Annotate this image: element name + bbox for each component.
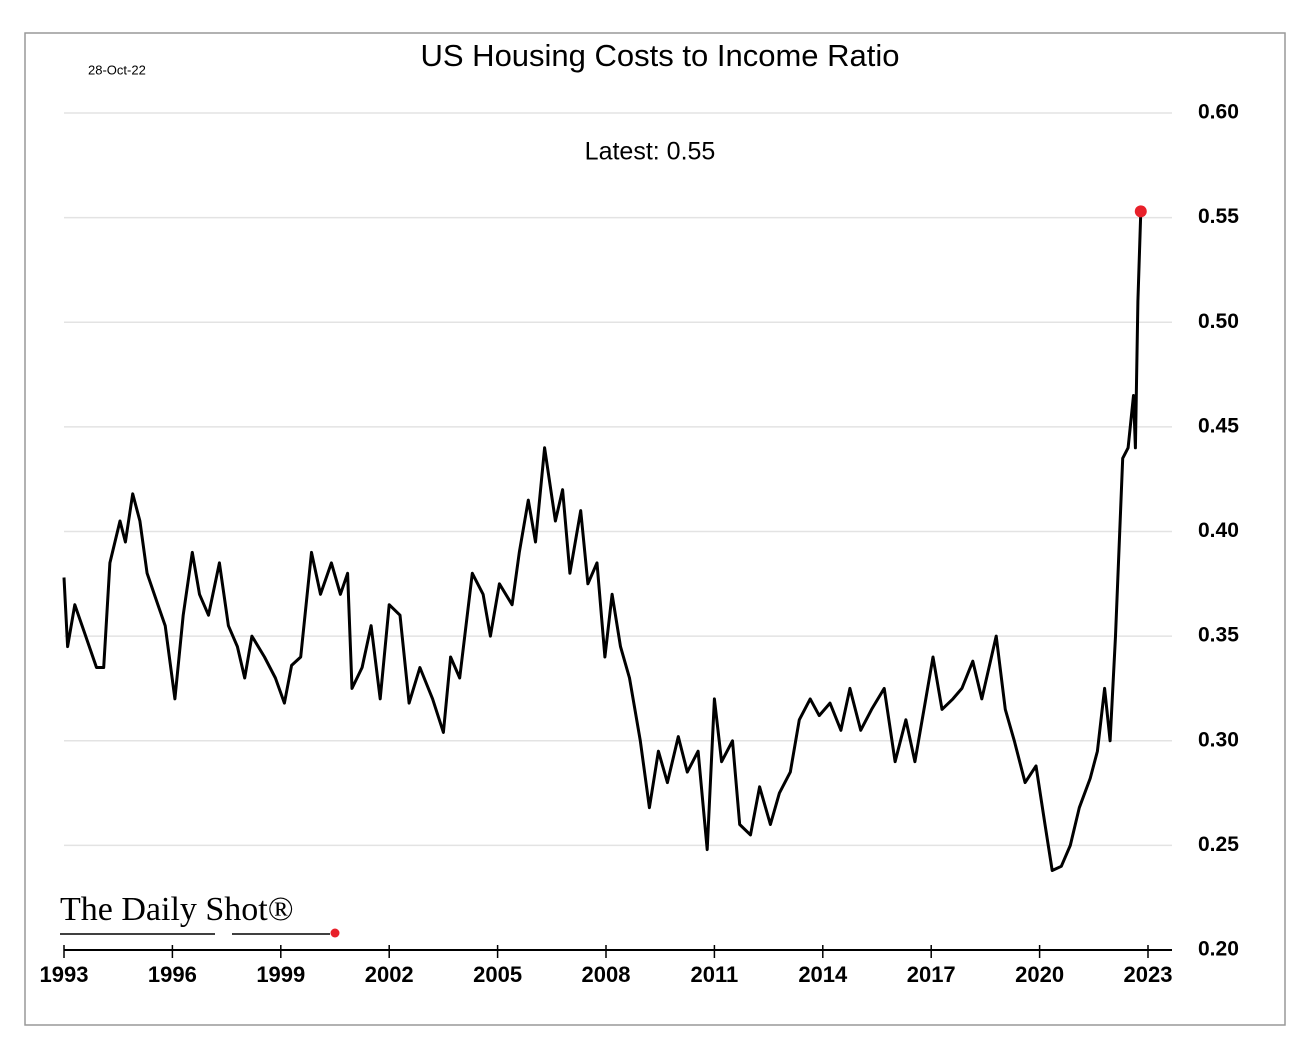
x-tick-label: 2008 [582, 962, 631, 987]
logo-dot [330, 928, 340, 938]
y-tick-label: 0.35 [1198, 624, 1239, 647]
y-tick-label: 0.30 [1198, 728, 1239, 751]
data-line [62, 211, 1143, 872]
plot: 0.20 0.25 0.30 0.35 0.40 0.45 0.50 0.55 0.60 1993… [40, 101, 1240, 987]
x-tick-label: 2023 [1124, 962, 1173, 987]
logo: The Daily Shot® [60, 891, 294, 928]
x-tick-label: 2020 [1015, 962, 1064, 987]
x-tick-label: 1999 [256, 962, 305, 987]
date: 28-Oct-22 [88, 62, 146, 77]
y-tick-label: 0.50 [1198, 310, 1239, 333]
latest-marker [1134, 205, 1147, 218]
annotation: Latest: 0.55 [585, 138, 716, 166]
frame [24, 32, 1286, 1026]
x-tick-label: 2005 [473, 962, 522, 987]
x-tick-label: 2014 [798, 962, 848, 987]
y-tick-label: 0.20 [1198, 938, 1239, 961]
y-tick-label: 0.55 [1198, 205, 1239, 228]
x-tick-label: 1993 [40, 962, 89, 987]
y-tick-label: 0.25 [1198, 833, 1239, 856]
x-tick-label: 2002 [365, 962, 414, 987]
chart-title: US Housing Costs to Income Ratio [421, 38, 900, 73]
y-tick-label: 0.60 [1198, 101, 1239, 124]
x-tick-label: 2011 [691, 962, 739, 987]
x-tick-label: 1996 [148, 962, 197, 987]
y-tick-label: 0.40 [1198, 519, 1239, 542]
x-tick-label: 2017 [907, 962, 956, 987]
y-tick-label: 0.45 [1198, 414, 1239, 437]
